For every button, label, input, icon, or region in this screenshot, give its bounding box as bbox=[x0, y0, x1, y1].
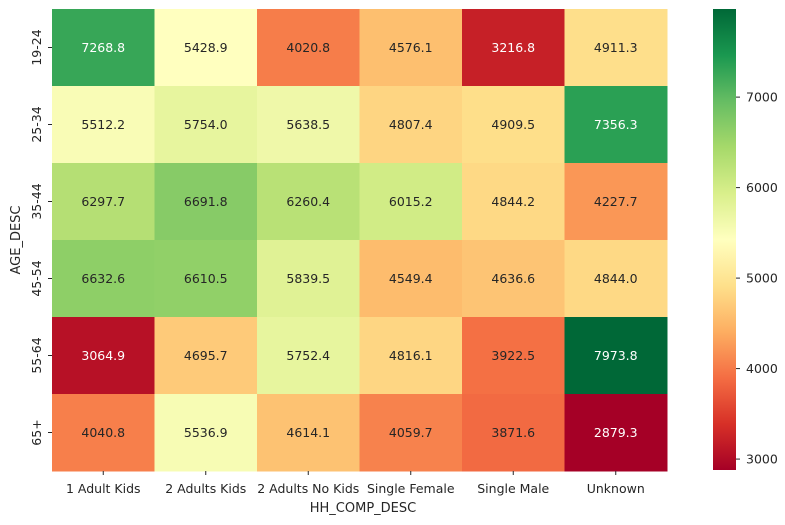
cell-annotation: 5512.2 bbox=[81, 117, 125, 132]
cell-annotation: 6610.5 bbox=[184, 271, 228, 286]
cell-annotation: 6632.6 bbox=[81, 271, 125, 286]
heatmap-cell bbox=[52, 163, 155, 241]
cell-annotation: 6260.4 bbox=[286, 194, 330, 209]
x-axis-label: HH_COMP_DESC bbox=[310, 501, 416, 516]
y-axis-label: AGE_DESC bbox=[9, 205, 24, 274]
cell-annotation: 4807.4 bbox=[389, 117, 433, 132]
colorbar-tick-label: 5000 bbox=[746, 271, 778, 286]
cell-annotations: 7268.8 5428.9 4020.8 4576.1 3216.8 4911.3 5512… bbox=[81, 40, 637, 440]
cell-annotation: 5754.0 bbox=[184, 117, 228, 132]
y-axis-ticks: 19-24 25-34 35-44 45-54 55-64 65+ bbox=[29, 29, 52, 446]
cell-annotation: 3922.5 bbox=[491, 348, 535, 363]
heatmap-cell bbox=[359, 86, 463, 164]
colorbar-tick-label: 3000 bbox=[746, 452, 778, 467]
heatmap-cell bbox=[52, 9, 155, 87]
colorbar bbox=[713, 9, 736, 470]
heatmap-cell bbox=[564, 317, 668, 395]
cell-annotation: 5752.4 bbox=[286, 348, 330, 363]
heatmap-cell bbox=[359, 163, 463, 241]
heatmap-cell bbox=[52, 86, 155, 164]
heatmap-cell bbox=[359, 9, 463, 87]
y-tick-label: 25-34 bbox=[29, 106, 44, 142]
y-tick-label: 65+ bbox=[29, 419, 44, 445]
cell-annotation: 4844.2 bbox=[491, 194, 535, 209]
cell-annotation: 4909.5 bbox=[491, 117, 535, 132]
cell-annotation: 6691.8 bbox=[184, 194, 228, 209]
x-tick-label: 2 Adults Kids bbox=[165, 481, 246, 496]
heatmap-cell bbox=[154, 394, 258, 472]
cell-annotation: 5839.5 bbox=[286, 271, 330, 286]
cell-annotation: 6015.2 bbox=[389, 194, 433, 209]
heatmap-cell bbox=[257, 394, 360, 472]
cell-annotation: 4911.3 bbox=[594, 40, 638, 55]
y-tick-label: 35-44 bbox=[29, 183, 44, 219]
cell-annotation: 5638.5 bbox=[286, 117, 330, 132]
cell-annotation: 4844.0 bbox=[594, 271, 638, 286]
cell-annotation: 5536.9 bbox=[184, 425, 228, 440]
cell-annotation: 4059.7 bbox=[389, 425, 433, 440]
cell-annotation: 4549.4 bbox=[389, 271, 433, 286]
heatmap-cell bbox=[564, 394, 668, 472]
cell-annotation: 4695.7 bbox=[184, 348, 228, 363]
heatmap-cell bbox=[154, 240, 258, 318]
heatmap-cell bbox=[257, 317, 360, 395]
cell-annotation: 4040.8 bbox=[81, 425, 125, 440]
cell-annotation: 2879.3 bbox=[594, 425, 638, 440]
heatmap-cell bbox=[462, 394, 565, 472]
y-tick-label: 55-64 bbox=[29, 337, 44, 373]
cell-annotation: 4227.7 bbox=[594, 194, 638, 209]
cell-annotation: 3064.9 bbox=[81, 348, 125, 363]
cell-annotation: 4576.1 bbox=[389, 40, 433, 55]
cell-annotation: 4816.1 bbox=[389, 348, 433, 363]
heatmap-cell bbox=[257, 9, 360, 87]
colorbar-ticks: 3000 4000 5000 6000 7000 bbox=[736, 90, 778, 467]
heatmap-cell bbox=[359, 240, 463, 318]
x-tick-label: 1 Adult Kids bbox=[66, 481, 141, 496]
heatmap-cells bbox=[52, 9, 668, 472]
heatmap-cell bbox=[462, 163, 565, 241]
heatmap-cell bbox=[462, 86, 565, 164]
heatmap-cell bbox=[154, 9, 258, 87]
cell-annotation: 5428.9 bbox=[184, 40, 228, 55]
heatmap-cell bbox=[154, 86, 258, 164]
heatmap-cell bbox=[462, 317, 565, 395]
heatmap-cell bbox=[257, 163, 360, 241]
heatmap-cell bbox=[564, 9, 668, 87]
x-tick-label: Unknown bbox=[587, 481, 645, 496]
heatmap-cell bbox=[462, 240, 565, 318]
colorbar-tick-label: 4000 bbox=[746, 361, 778, 376]
cell-annotation: 7973.8 bbox=[594, 348, 638, 363]
heatmap-cell bbox=[564, 240, 668, 318]
heatmap-cell bbox=[359, 394, 463, 472]
cell-annotation: 7268.8 bbox=[81, 40, 125, 55]
heatmap-cell bbox=[52, 394, 155, 472]
y-tick-label: 19-24 bbox=[29, 29, 44, 65]
cell-annotation: 4636.6 bbox=[491, 271, 535, 286]
x-tick-label: Single Male bbox=[477, 481, 549, 496]
heatmap-cell bbox=[154, 163, 258, 241]
cell-annotation: 4614.1 bbox=[286, 425, 330, 440]
heatmap-cell bbox=[359, 317, 463, 395]
x-tick-label: 2 Adults No Kids bbox=[257, 481, 359, 496]
cell-annotation: 7356.3 bbox=[594, 117, 638, 132]
heatmap-cell bbox=[52, 317, 155, 395]
heatmap-cell bbox=[257, 240, 360, 318]
cell-annotation: 4020.8 bbox=[286, 40, 330, 55]
x-axis-ticks: 1 Adult Kids 2 Adults Kids 2 Adults No Kid… bbox=[66, 471, 645, 496]
heatmap-cell bbox=[462, 9, 565, 87]
colorbar-tick-label: 7000 bbox=[746, 90, 778, 105]
cell-annotation: 3871.6 bbox=[491, 425, 535, 440]
cell-annotation: 6297.7 bbox=[81, 194, 125, 209]
y-tick-label: 45-54 bbox=[29, 260, 44, 296]
heatmap-cell bbox=[564, 86, 668, 164]
colorbar-tick-label: 6000 bbox=[746, 180, 778, 195]
heatmap-cell bbox=[52, 240, 155, 318]
heatmap-cell bbox=[154, 317, 258, 395]
heatmap-cell bbox=[257, 86, 360, 164]
x-tick-label: Single Female bbox=[367, 481, 455, 496]
heatmap-cell bbox=[564, 163, 668, 241]
cell-annotation: 3216.8 bbox=[491, 40, 535, 55]
